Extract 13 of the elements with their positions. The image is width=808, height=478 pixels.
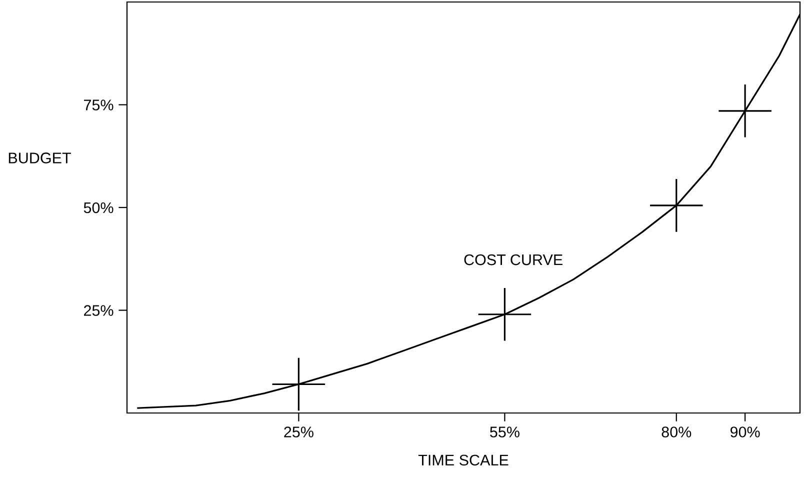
x-tick-label: 80% xyxy=(662,426,692,438)
y-tick-label: 75% xyxy=(84,100,114,110)
x-tick-label: 90% xyxy=(730,426,760,438)
x-tick-label: 55% xyxy=(490,426,520,438)
y-axis-title: BUDGET xyxy=(8,152,71,164)
point xyxy=(478,288,532,341)
point xyxy=(650,179,703,232)
annotation: COST CURVE xyxy=(464,254,562,266)
y-tick-label: 50% xyxy=(84,202,114,214)
point xyxy=(718,84,772,138)
x-axis-title: TIME SCALE xyxy=(418,454,508,466)
x-tick-label: 25% xyxy=(284,426,314,438)
y-tick-label: 25% xyxy=(84,305,114,316)
